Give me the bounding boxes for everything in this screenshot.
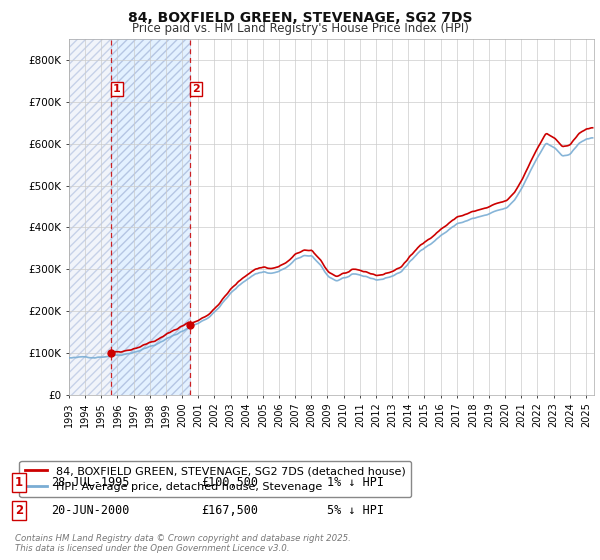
Text: 5% ↓ HPI: 5% ↓ HPI bbox=[327, 504, 384, 517]
Text: Contains HM Land Registry data © Crown copyright and database right 2025.
This d: Contains HM Land Registry data © Crown c… bbox=[15, 534, 351, 553]
Text: 1% ↓ HPI: 1% ↓ HPI bbox=[327, 476, 384, 489]
Text: 20-JUN-2000: 20-JUN-2000 bbox=[51, 504, 130, 517]
Text: 1: 1 bbox=[113, 84, 121, 94]
Text: £167,500: £167,500 bbox=[201, 504, 258, 517]
Text: 1: 1 bbox=[15, 476, 23, 489]
Text: Price paid vs. HM Land Registry's House Price Index (HPI): Price paid vs. HM Land Registry's House … bbox=[131, 22, 469, 35]
Text: 28-JUL-1995: 28-JUL-1995 bbox=[51, 476, 130, 489]
Text: £100,500: £100,500 bbox=[201, 476, 258, 489]
Text: 84, BOXFIELD GREEN, STEVENAGE, SG2 7DS: 84, BOXFIELD GREEN, STEVENAGE, SG2 7DS bbox=[128, 11, 472, 25]
Bar bbox=[69, 39, 110, 395]
Text: 2: 2 bbox=[15, 504, 23, 517]
Legend: 84, BOXFIELD GREEN, STEVENAGE, SG2 7DS (detached house), HPI: Average price, det: 84, BOXFIELD GREEN, STEVENAGE, SG2 7DS (… bbox=[19, 461, 412, 497]
Text: 2: 2 bbox=[192, 84, 200, 94]
Bar bbox=[110, 39, 190, 395]
